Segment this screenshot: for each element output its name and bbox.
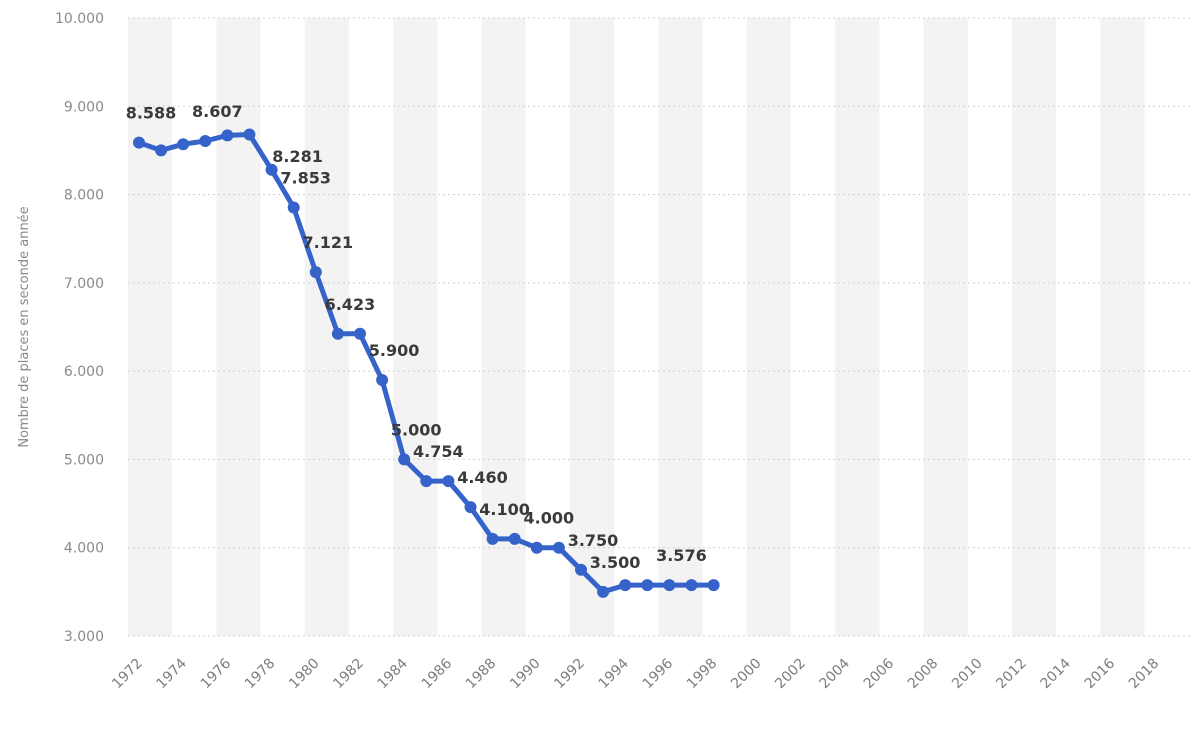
gridlines bbox=[128, 17, 1190, 637]
data-point-1973 bbox=[155, 144, 168, 157]
data-point-1991 bbox=[552, 541, 565, 554]
column-bands bbox=[127, 18, 1145, 636]
column-band-2004 bbox=[835, 18, 880, 636]
data-label-1984: 5.000 bbox=[391, 420, 442, 439]
data-point-1995 bbox=[641, 579, 654, 592]
column-band-1992 bbox=[569, 18, 615, 636]
data-point-1986 bbox=[442, 475, 455, 488]
column-band-1976 bbox=[216, 18, 261, 636]
data-point-1982 bbox=[354, 327, 366, 340]
data-point-1992 bbox=[575, 563, 587, 576]
data-label-1978: 8.281 bbox=[272, 147, 323, 166]
data-labels: 8.588 8.607 8.281 7.853 7.121 6.423 5.900 5.000… bbox=[126, 102, 707, 572]
y-axis-label: Nombre de places en seconde année bbox=[17, 206, 32, 447]
data-point-1987 bbox=[464, 501, 477, 514]
data-label-1972: 8.588 bbox=[126, 104, 177, 123]
data-point-1983 bbox=[376, 373, 389, 386]
data-point-1988 bbox=[486, 532, 499, 545]
data-point-1976 bbox=[221, 129, 234, 142]
data-point-1979 bbox=[287, 201, 300, 214]
data-point-1981 bbox=[331, 327, 344, 340]
data-label-1980: 7.121 bbox=[302, 233, 353, 252]
y-tick-label-3000: 3.000 bbox=[64, 629, 104, 645]
data-point-1989 bbox=[508, 532, 521, 545]
data-points bbox=[133, 128, 720, 598]
data-label-1993: 3.500 bbox=[590, 553, 641, 572]
y-tick-label-9000: 9.000 bbox=[64, 99, 104, 115]
data-point-1984 bbox=[398, 453, 411, 466]
y-tick-label-10000: 10.000 bbox=[55, 11, 104, 27]
data-label-1981: 6.423 bbox=[325, 295, 376, 314]
data-label-1979: 7.853 bbox=[280, 169, 331, 188]
data-point-1978 bbox=[265, 163, 278, 176]
data-label-1987: 4.460 bbox=[457, 468, 508, 487]
data-point-1975 bbox=[199, 134, 212, 147]
column-band-2008 bbox=[923, 18, 968, 636]
data-point-1998 bbox=[707, 579, 720, 592]
column-band-2012 bbox=[1011, 18, 1057, 636]
y-tick-label-4000: 4.000 bbox=[64, 541, 104, 557]
data-label-1985: 4.754 bbox=[413, 442, 464, 461]
data-point-1985 bbox=[420, 475, 433, 488]
y-tick-label-5000: 5.000 bbox=[64, 452, 104, 468]
data-label-1983: 5.900 bbox=[369, 341, 420, 360]
data-point-1994 bbox=[619, 579, 632, 592]
y-axis-ticks: 3.000 4.000 5.000 6.000 7.000 8.000 9.000 10.00… bbox=[55, 11, 104, 645]
data-point-1977 bbox=[243, 128, 256, 141]
data-point-1980 bbox=[309, 266, 322, 279]
y-tick-label-6000: 6.000 bbox=[64, 364, 104, 380]
y-tick-label-7000: 7.000 bbox=[64, 276, 104, 292]
column-band-2000 bbox=[746, 18, 791, 636]
data-point-1972 bbox=[133, 136, 145, 149]
data-point-1993 bbox=[597, 585, 610, 598]
column-band-1972 bbox=[127, 18, 173, 636]
data-point-1990 bbox=[530, 541, 543, 554]
column-band-2016 bbox=[1100, 18, 1145, 636]
column-band-1984 bbox=[393, 18, 438, 636]
data-label-1988: 4.100 bbox=[479, 500, 530, 519]
data-label-1990: 4.000 bbox=[523, 509, 574, 528]
column-band-1996 bbox=[658, 18, 703, 636]
data-label-1975: 8.607 bbox=[192, 102, 243, 121]
data-label-1992: 3.750 bbox=[568, 531, 619, 550]
data-point-1996 bbox=[663, 579, 676, 592]
data-point-1974 bbox=[177, 138, 190, 151]
data-point-1997 bbox=[685, 579, 698, 592]
y-tick-label-8000: 8.000 bbox=[64, 188, 104, 204]
data-label-1996: 3.576 bbox=[656, 546, 707, 565]
column-band-1980 bbox=[304, 18, 349, 636]
